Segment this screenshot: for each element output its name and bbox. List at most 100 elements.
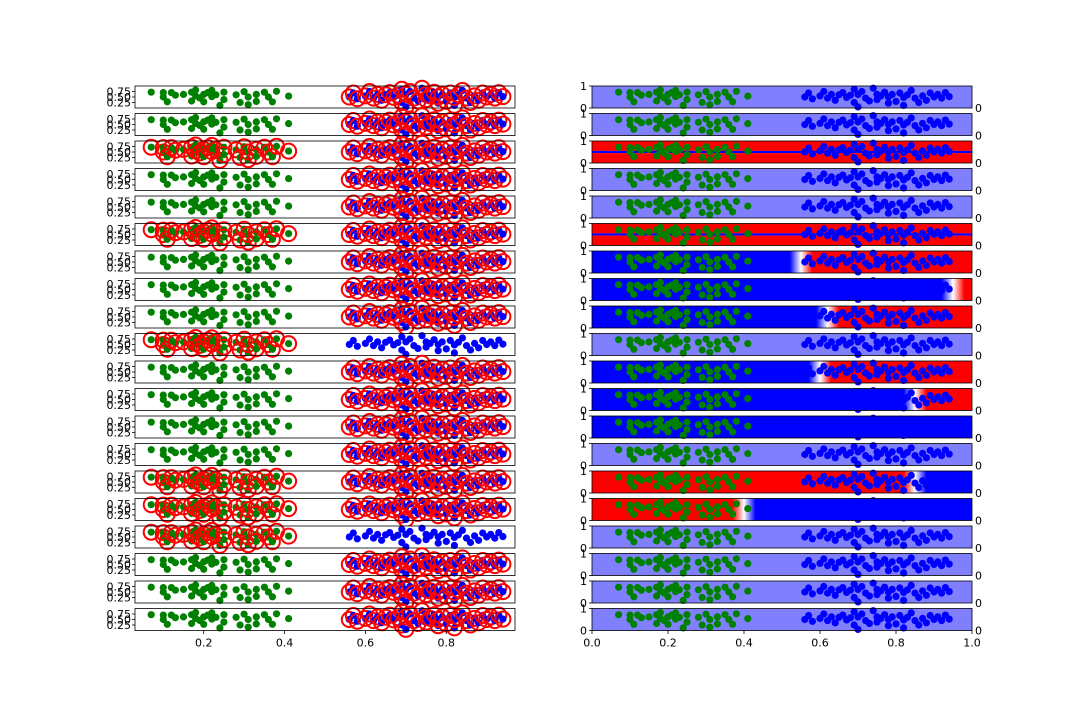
rpoint-s1-28	[721, 336, 729, 344]
left-panel-19: 0.250.500.75	[107, 574, 516, 611]
point-s1-18	[216, 321, 224, 329]
left-ytick-label: 0.50	[107, 146, 132, 159]
point-s1-28	[260, 253, 268, 261]
rpoint-s2-4	[820, 472, 828, 481]
support-circle-s1-32	[280, 142, 298, 160]
rpoint-s2-2	[808, 315, 817, 323]
rpoint-s1-13	[664, 455, 672, 463]
rpoint-s1-5	[637, 284, 646, 292]
rpoint-s1-24	[706, 128, 714, 136]
rpoint-s1-19	[683, 336, 691, 344]
support-circle-s2-25	[429, 253, 447, 271]
rpoint-s2-26	[888, 530, 896, 539]
rpoint-s1-19	[683, 391, 691, 399]
point-s1-19	[220, 88, 228, 96]
point-s1-28	[260, 116, 268, 124]
point-s1-31	[272, 390, 281, 398]
rpoint-s1-3	[630, 263, 638, 271]
rpoint-s1-28	[721, 281, 729, 289]
support-circle-s1-10	[187, 521, 205, 539]
rpoint-s2-9	[839, 144, 847, 152]
point-s1-17	[212, 448, 220, 456]
rpoint-s2-40	[938, 94, 946, 102]
rpoint-s1-28	[721, 611, 729, 619]
rpoint-s1-18	[679, 129, 687, 137]
rpoint-s1-17	[675, 366, 684, 374]
point-s2-23	[430, 528, 438, 536]
point-s2-36	[475, 536, 483, 544]
rpoint-s1-0	[615, 528, 623, 536]
support-circle-s2-25	[429, 446, 447, 463]
point-s1-26	[252, 558, 260, 566]
rpoint-s1-25	[706, 505, 714, 514]
rpoint-s2-19	[869, 332, 877, 340]
rpoint-s2-42	[945, 560, 953, 568]
rpoint-s2-11	[846, 91, 855, 99]
rpoint-s1-6	[645, 200, 653, 208]
rpoint-s1-19	[683, 583, 691, 591]
support-circle-s2-42	[494, 170, 512, 188]
rpoint-s2-29	[900, 184, 908, 192]
left-ytick-label: 0.75	[107, 498, 132, 511]
point-s1-0	[147, 611, 155, 619]
rpoint-s2-26	[888, 200, 896, 208]
rpoint-s1-20	[683, 233, 691, 241]
point-s1-3	[163, 428, 171, 436]
point-s2-42	[499, 560, 507, 568]
rpoint-s2-15	[854, 240, 862, 248]
rpoint-s1-28	[721, 226, 729, 234]
rpoint-s1-31	[732, 527, 741, 535]
rpoint-s1-22	[698, 593, 706, 602]
point-s1-0	[147, 281, 155, 289]
support-circle-s2-25	[429, 363, 447, 381]
right-edge-tick-label: 0	[975, 322, 982, 335]
point-s1-26	[252, 448, 260, 456]
rpoint-s1-18	[679, 184, 687, 192]
point-s1-29	[264, 203, 272, 211]
rpoint-s1-10	[656, 333, 665, 342]
rpoint-s1-3	[630, 620, 638, 628]
rpoint-s2-16	[858, 555, 866, 563]
support-circle-s1-30	[263, 230, 281, 248]
point-s1-27	[252, 180, 260, 188]
rpoint-s1-30	[729, 235, 737, 243]
rpoint-s2-15	[854, 543, 862, 551]
right-xtick-label: 0.8	[887, 637, 905, 650]
rpoint-s2-19	[869, 387, 877, 395]
rpoint-s2-34	[915, 456, 923, 464]
point-s1-21	[232, 118, 240, 126]
rpoint-s2-7	[831, 371, 839, 379]
rpoint-s1-2	[626, 336, 634, 344]
point-s1-17	[212, 558, 220, 566]
rpoint-s1-6	[645, 365, 653, 373]
rpoint-s1-21	[694, 531, 703, 539]
rpoint-s2-23	[881, 253, 889, 261]
point-s1-25	[244, 560, 252, 569]
rpoint-s2-15	[854, 268, 862, 276]
rpoint-s1-30	[729, 345, 737, 353]
rpoint-s1-21	[694, 503, 703, 511]
point-s1-6	[179, 420, 188, 428]
point-s1-7	[188, 592, 196, 600]
support-circle-s2-25	[429, 611, 447, 628]
rpoint-s2-42	[945, 533, 953, 541]
rpoint-s1-22	[698, 346, 706, 354]
rpoint-s2-36	[922, 564, 931, 572]
point-s2-42	[499, 93, 507, 101]
left-ytick-label: 0.75	[107, 553, 132, 566]
rpoint-s1-21	[694, 173, 703, 181]
rpoint-s1-10	[656, 526, 665, 534]
point-s1-32	[285, 202, 293, 210]
left-ytick-label: 0.50	[107, 201, 132, 214]
rpoint-s2-1	[805, 364, 813, 372]
point-s2-24	[434, 347, 442, 355]
rpoint-s2-4	[820, 335, 828, 343]
support-circle-s2-41	[490, 249, 508, 267]
rpoint-s1-28	[721, 418, 729, 426]
rpoint-s1-13	[664, 538, 672, 546]
point-s2-42	[499, 423, 507, 431]
rpoint-s2-16	[858, 362, 866, 371]
rpoint-s2-11	[846, 449, 855, 457]
rpoint-s1-20	[683, 151, 691, 159]
rpoint-s2-40	[938, 342, 946, 350]
